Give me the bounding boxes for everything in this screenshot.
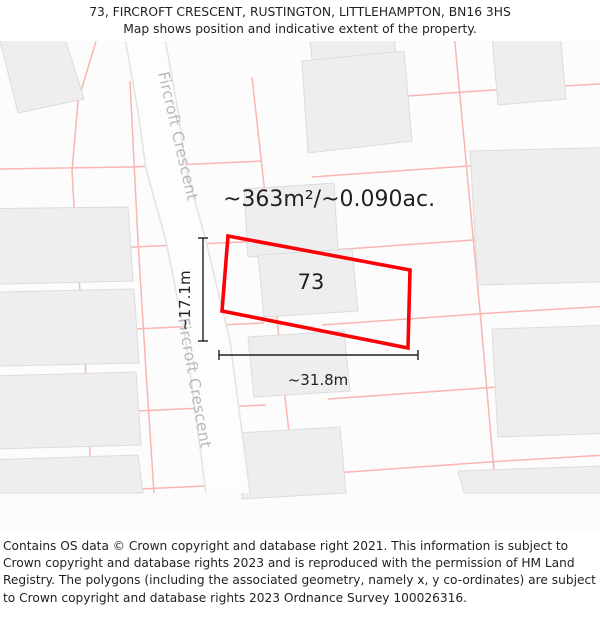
building-se: [457, 465, 600, 494]
dimension-width: ~31.8m: [218, 350, 419, 389]
road-surface: [125, 41, 250, 493]
building-n-left: [301, 50, 413, 154]
map-svg[interactable]: Fircroft Crescent Fircroft Crescent 73 ~…: [0, 41, 600, 534]
building-73: [257, 248, 359, 318]
copyright-text: Contains OS data © Crown copyright and d…: [3, 539, 596, 605]
building-e-upper: [491, 41, 567, 106]
road-fircroft-crescent: [124, 41, 251, 494]
building-e-mid: [469, 147, 600, 286]
building-c-lower: [247, 330, 351, 398]
page-header: 73, FIRCROFT CRESCENT, RUSTINGTON, LITTL…: [0, 0, 600, 41]
page-title: 73, FIRCROFT CRESCENT, RUSTINGTON, LITTL…: [89, 5, 511, 19]
building-w-bottom: [0, 454, 144, 494]
building-w-upper: [0, 206, 134, 285]
property-boundary-polygon[interactable]: [220, 233, 412, 351]
dimension-height: ~17.1m: [176, 237, 208, 342]
page-footer: Contains OS data © Crown copyright and d…: [0, 534, 600, 625]
page-subtitle: Map shows position and indicative extent…: [123, 22, 477, 36]
dimension-width-label: ~31.8m: [288, 371, 349, 389]
road-edge: [164, 41, 251, 494]
building-footprints: [0, 41, 600, 500]
dimension-height-label: ~17.1m: [176, 270, 194, 331]
parcel-boundary-line: [0, 160, 263, 170]
parcel-boundary-line: [321, 305, 600, 326]
map-canvas[interactable]: Fircroft Crescent Fircroft Crescent 73 ~…: [0, 41, 600, 534]
road-edge: [124, 41, 207, 494]
parcel-boundary-line: [129, 80, 155, 494]
parcel-boundary-line: [333, 454, 600, 474]
building-nw-top: [0, 41, 85, 114]
building-w-lower: [0, 371, 142, 450]
building-w-mid: [0, 288, 140, 367]
building-e-lower: [491, 324, 600, 438]
property-number-label: 73: [298, 270, 325, 294]
parcel-boundary-line: [454, 41, 495, 472]
area-label: ~363m²/~0.090ac.: [223, 187, 435, 212]
building-c-bottom: [237, 426, 347, 500]
